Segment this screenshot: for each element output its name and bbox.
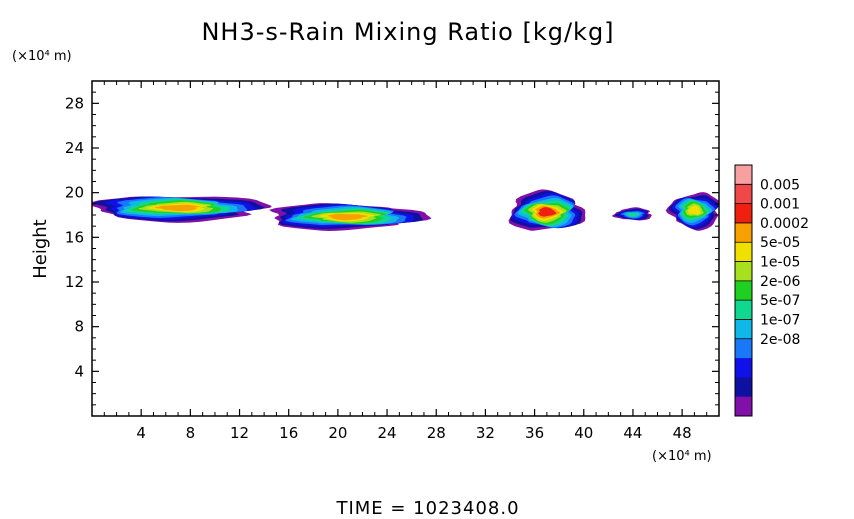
colorbar-swatch <box>735 377 752 397</box>
x-tick-label: 48 <box>673 424 692 442</box>
colorbar-frame <box>734 164 753 417</box>
field-contour <box>538 207 557 217</box>
colorbar-swatch <box>735 242 752 262</box>
colorbar-swatch <box>735 184 752 204</box>
x-tick-label: 40 <box>574 424 593 442</box>
field-contour <box>687 205 701 215</box>
colorbar-swatch <box>735 203 752 224</box>
y-tick-label: 16 <box>65 228 84 246</box>
colorbar-label: 5e-07 <box>760 293 800 309</box>
y-tick-label: 24 <box>65 139 84 157</box>
y-tick-label: 4 <box>74 362 84 380</box>
colorbar-label: 0.005 <box>760 177 800 193</box>
colorbar-swatch <box>735 338 752 359</box>
y-tick-label: 12 <box>65 273 84 291</box>
colorbar-label: 2e-08 <box>760 332 800 348</box>
y-tick-label: 28 <box>65 94 84 112</box>
field-contour <box>627 212 640 217</box>
x-tick-label: 44 <box>623 424 642 442</box>
colorbar: 0.005 0.001 0.0002 5e-05 1e-05 2e-06 5e-07 1e-0… <box>734 164 809 417</box>
x-tick-label: 24 <box>378 424 397 442</box>
x-tick-label: 36 <box>525 424 544 442</box>
colorbar-swatch <box>735 396 752 417</box>
colorbar-swatch <box>735 358 752 378</box>
x-tick-label: 16 <box>279 424 298 442</box>
colorbar-swatch <box>735 261 752 282</box>
colorbar-swatch <box>735 319 752 340</box>
colorbar-label: 0.0002 <box>760 216 809 232</box>
colorbar-label: 0.001 <box>760 197 800 213</box>
colorbar-swatch <box>735 280 752 301</box>
chart-title: NH3-s-Rain Mixing Ratio [kg/kg] <box>201 18 614 46</box>
x-tick-label: 20 <box>328 424 347 442</box>
colorbar-label: 2e-06 <box>760 274 800 290</box>
plot-fields <box>92 189 719 231</box>
x-tick-label: 28 <box>427 424 446 442</box>
time-label: TIME = 1023408.0 <box>335 498 519 519</box>
x-tick-label: 12 <box>230 424 249 442</box>
colorbar-swatch <box>735 222 752 243</box>
y-axis-label: Height <box>30 219 51 279</box>
field-contour <box>326 213 369 221</box>
plot-frame <box>91 80 720 417</box>
y-unit-label: (×10⁴ m) <box>12 49 72 64</box>
x-tick-label: 8 <box>186 424 196 442</box>
colorbar-label: 5e-05 <box>760 235 800 251</box>
x-tick-label: 4 <box>136 424 146 442</box>
y-tick-label: 20 <box>65 184 84 202</box>
colorbar-swatch <box>735 300 752 320</box>
y-tick-label: 8 <box>74 318 84 336</box>
colorbar-swatch <box>735 165 752 185</box>
colorbar-label: 1e-05 <box>760 255 800 271</box>
x-tick-label: 32 <box>476 424 495 442</box>
colorbar-label: 1e-07 <box>760 312 800 328</box>
field-contour <box>154 204 200 212</box>
x-unit-label: (×10⁴ m) <box>652 449 712 464</box>
